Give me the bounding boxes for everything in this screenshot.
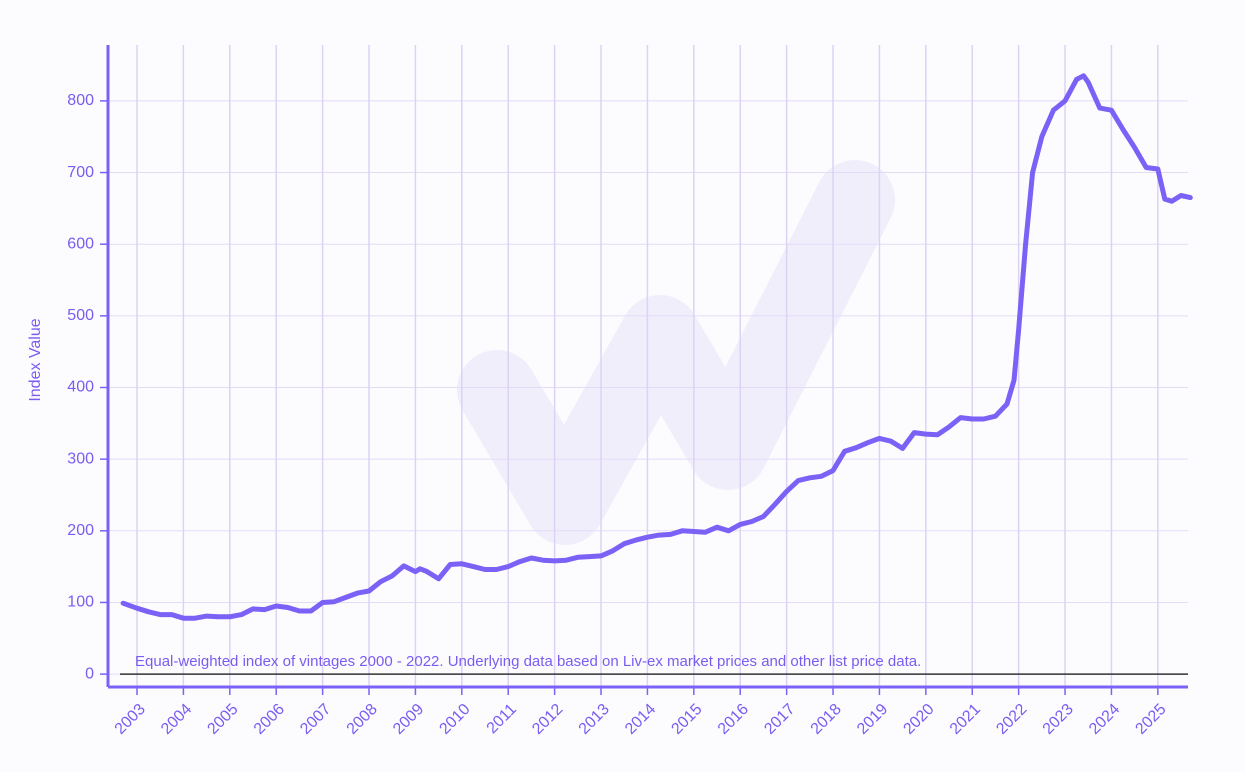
x-tick-label: 2006 [251, 701, 288, 738]
x-tick-label: 2022 [993, 701, 1030, 738]
x-tick-label: 2014 [622, 701, 659, 738]
x-tick-label: 2024 [1086, 701, 1123, 738]
x-tick-label: 2025 [1132, 701, 1169, 738]
x-tick-label: 2003 [112, 701, 149, 738]
y-tick-label: 200 [67, 522, 94, 539]
x-tick-label: 2010 [436, 701, 473, 738]
y-tick-label: 500 [67, 307, 94, 324]
x-tick-label: 2004 [158, 701, 195, 738]
x-tick-label: 2017 [761, 701, 798, 738]
y-tick-label: 400 [67, 379, 94, 396]
x-tick-label: 2008 [344, 701, 381, 738]
x-tick-label: 2016 [715, 701, 752, 738]
x-tick-label: 2007 [297, 701, 334, 738]
x-tick-label: 2021 [947, 701, 984, 738]
y-tick-label: 300 [67, 450, 94, 467]
x-tick-label: 2018 [808, 701, 845, 738]
x-tick-label: 2020 [900, 701, 937, 738]
y-tick-label: 100 [67, 594, 94, 611]
x-tick-label: 2005 [204, 701, 241, 738]
x-tick-label: 2019 [854, 701, 891, 738]
x-tick-label: 2013 [576, 701, 613, 738]
x-tick-label: 2012 [529, 701, 566, 738]
y-axis-label: Index Value [27, 318, 44, 401]
annotation: Equal-weighted index of vintages 2000 - … [135, 653, 921, 670]
y-tick-label: 0 [85, 665, 94, 682]
x-tick-label: 2023 [1040, 701, 1077, 738]
x-tick-label: 2009 [390, 701, 427, 738]
watermark [457, 160, 895, 545]
y-tick-label: 600 [67, 235, 94, 252]
line-series [120, 73, 1193, 621]
y-tick-label: 700 [67, 164, 94, 181]
y-tick-label: 800 [67, 92, 94, 109]
x-tick-label: 2011 [484, 701, 520, 737]
x-tick-label: 2015 [668, 701, 705, 738]
